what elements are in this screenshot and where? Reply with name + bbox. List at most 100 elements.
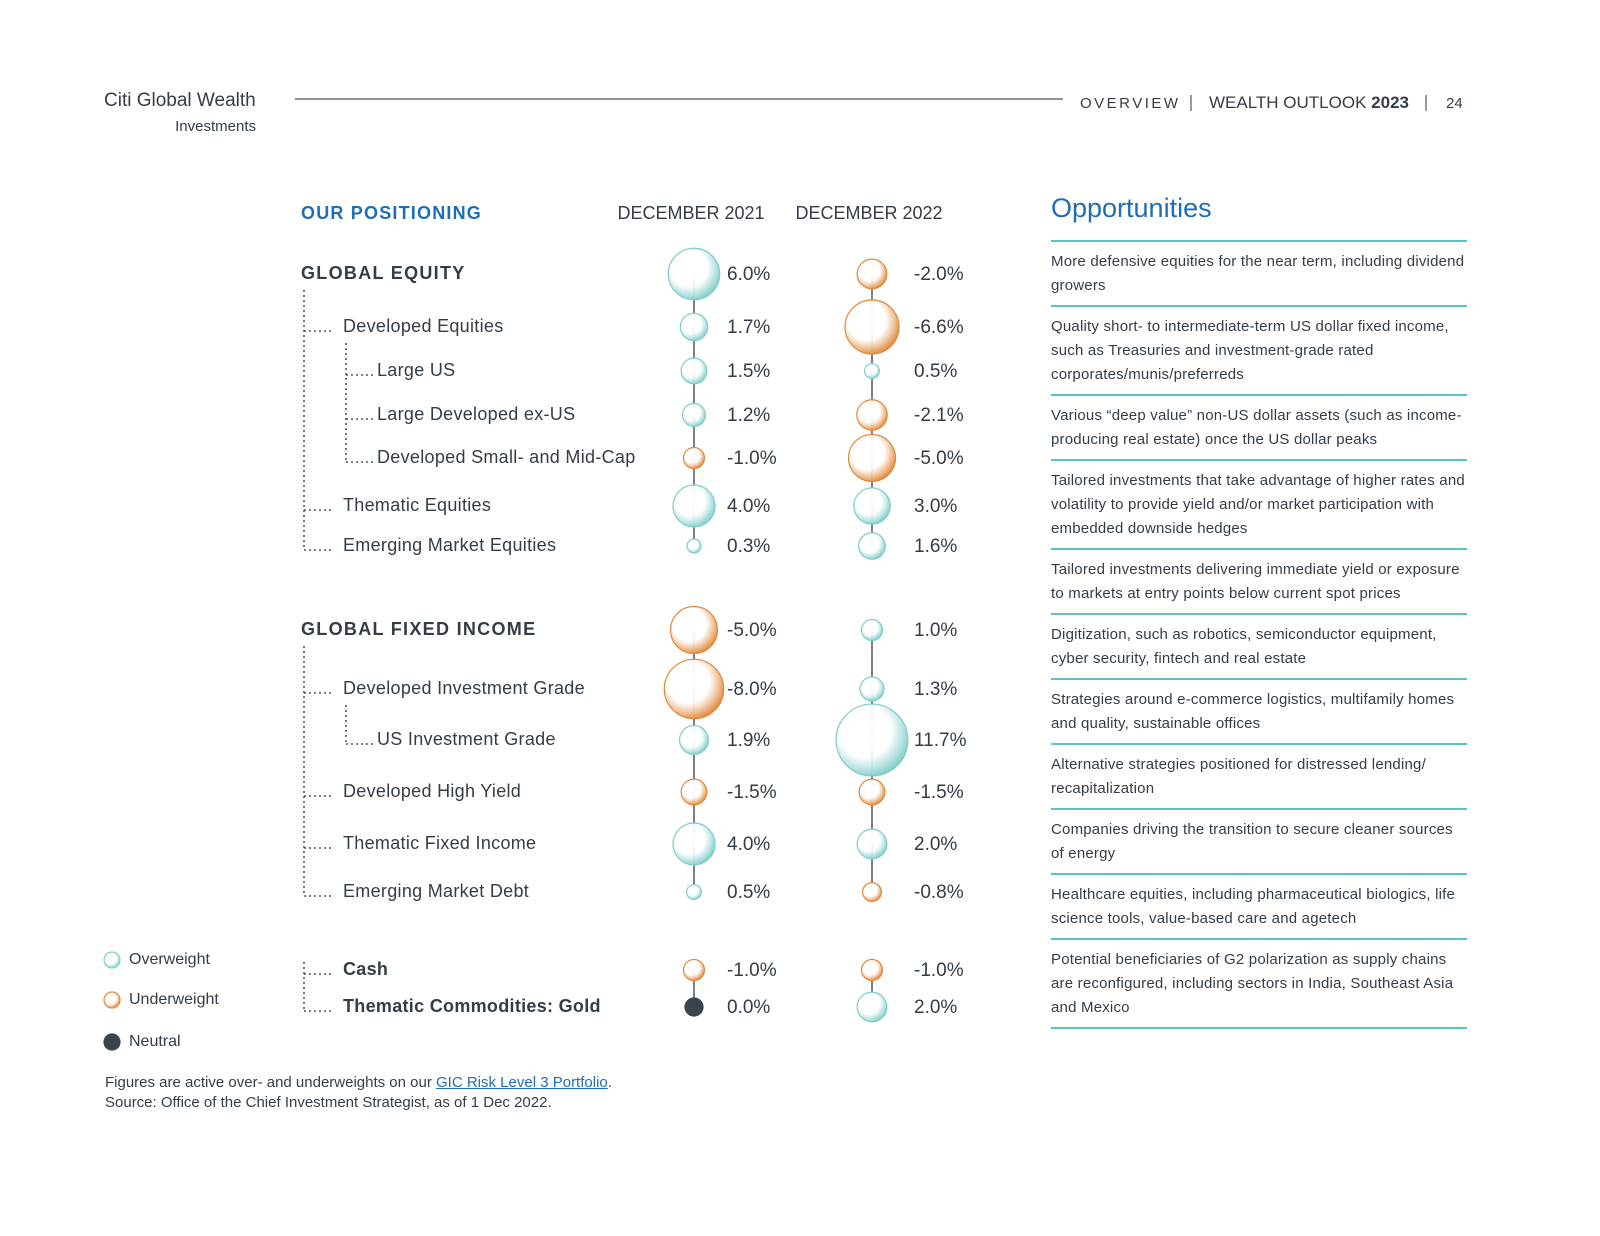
footnote-link[interactable]: GIC Risk Level 3 Portfolio	[436, 1074, 608, 1091]
value-label: 6.0%	[727, 264, 770, 285]
footnote-end: .	[607, 1074, 612, 1091]
opportunity: More defensive equities for the near ter…	[1051, 242, 1467, 307]
section: OVERVIEW	[1080, 95, 1181, 112]
bubble	[856, 399, 888, 431]
legend-label: Overweight	[129, 951, 210, 968]
publication: WEALTH OUTLOOK 2023	[1209, 93, 1409, 112]
opportunity: Various “deep value” non-US dollar asset…	[1051, 396, 1467, 461]
bubble	[680, 778, 708, 806]
value-label: -1.5%	[914, 782, 964, 803]
row-label: Developed Small- and Mid-Cap	[377, 447, 636, 467]
bubble	[853, 487, 891, 525]
legend: Overweight Underweight Neutral	[103, 951, 219, 1051]
value-label: 4.0%	[727, 496, 770, 517]
row-label: Large Developed ex-US	[377, 404, 575, 424]
bubble	[863, 362, 881, 380]
row-label: Cash	[343, 959, 388, 979]
opportunity: Alternative strategies positioned for di…	[1051, 745, 1467, 810]
row-label: Thematic Fixed Income	[343, 833, 536, 853]
row-label: Emerging Market Equities	[343, 535, 556, 555]
legend-swatch	[103, 991, 121, 1009]
value-label: 1.6%	[914, 536, 957, 557]
value-label: -5.0%	[727, 620, 777, 641]
row-label: Thematic Equities	[343, 495, 491, 515]
value-label: 11.7%	[914, 730, 967, 751]
bubble	[678, 724, 710, 756]
bubble	[667, 247, 721, 301]
bubble	[684, 997, 704, 1017]
bubble	[682, 446, 706, 470]
opportunities-title: Opportunities	[1051, 193, 1212, 223]
bubble	[856, 991, 888, 1023]
brand-sub: Investments	[175, 118, 256, 135]
legend-swatch	[103, 951, 121, 969]
opportunities-list: More defensive equities for the near ter…	[1051, 240, 1467, 1029]
row-label: Large US	[377, 360, 455, 380]
value-label: 0.5%	[914, 361, 957, 382]
bubble	[860, 958, 884, 982]
legend-swatch	[103, 1033, 121, 1051]
value-label: 0.5%	[727, 882, 770, 903]
value-label: 1.0%	[914, 620, 957, 641]
value-label: -1.5%	[727, 782, 777, 803]
opportunity: Quality short- to intermediate-term US d…	[1051, 307, 1467, 396]
group-label: GLOBAL EQUITY	[301, 263, 466, 283]
column-head: DECEMBER 2022	[795, 203, 942, 223]
value-label: 1.3%	[914, 679, 957, 700]
value-label: -2.0%	[914, 264, 964, 285]
value-label: 1.5%	[727, 361, 770, 382]
bubble	[835, 703, 909, 777]
legend-label: Underweight	[129, 991, 219, 1008]
opportunity: Strategies around e-commerce logistics, …	[1051, 680, 1467, 745]
bubble	[679, 312, 709, 342]
opportunity: Healthcare equities, including pharmaceu…	[1051, 875, 1467, 940]
bubble	[663, 658, 725, 720]
value-label: 0.0%	[727, 997, 770, 1018]
publication-year: 2023	[1371, 93, 1409, 112]
value-label: 0.3%	[727, 536, 770, 557]
footnote-line: Figures are active over- and underweight…	[105, 1073, 612, 1093]
row-label: Emerging Market Debt	[343, 881, 529, 901]
opportunity: Digitization, such as robotics, semicond…	[1051, 615, 1467, 680]
bubble	[682, 958, 706, 982]
value-label: 4.0%	[727, 834, 770, 855]
group-label: GLOBAL FIXED INCOME	[301, 619, 536, 639]
value-label: 2.0%	[914, 834, 957, 855]
opportunity: Tailored investments that take advantage…	[1051, 461, 1467, 550]
page-number: 24	[1446, 95, 1463, 112]
bubble	[672, 484, 716, 528]
row-label: US Investment Grade	[377, 729, 556, 749]
opportunity: Companies driving the transition to secu…	[1051, 810, 1467, 875]
brand: Citi Global Wealth	[104, 90, 256, 111]
opportunity: Tailored investments delivering immediat…	[1051, 550, 1467, 615]
bubble	[856, 828, 888, 860]
bubble	[859, 676, 885, 702]
bubble	[858, 532, 886, 560]
value-label: -1.0%	[727, 448, 777, 469]
bubble	[862, 882, 882, 902]
column-head: DECEMBER 2021	[617, 203, 764, 223]
value-label: 1.7%	[727, 317, 770, 338]
value-label: -5.0%	[914, 448, 964, 469]
footnote-source: Source: Office of the Chief Investment S…	[105, 1094, 552, 1111]
value-label: -6.6%	[914, 317, 964, 338]
bubble	[847, 433, 897, 483]
bubble	[856, 258, 888, 290]
row-label: Thematic Commodities: Gold	[343, 996, 601, 1016]
value-label: -1.0%	[727, 960, 777, 981]
row-label: Developed Investment Grade	[343, 678, 585, 698]
positioning-heading: OUR POSITIONING	[301, 203, 482, 223]
value-label: 1.2%	[727, 405, 770, 426]
value-label: 3.0%	[914, 496, 957, 517]
positioning-rows: GLOBAL EQUITY 6.0% -2.0% Developed Equities…	[301, 247, 967, 1023]
opportunity: Potential beneficiaries of G2 polarizati…	[1051, 940, 1467, 1029]
value-label: -1.0%	[914, 960, 964, 981]
bubble	[686, 538, 702, 554]
row-label: Developed Equities	[343, 316, 504, 336]
value-label: 1.9%	[727, 730, 770, 751]
bubble	[669, 605, 719, 655]
bubble	[858, 778, 886, 806]
bubble	[860, 618, 884, 642]
